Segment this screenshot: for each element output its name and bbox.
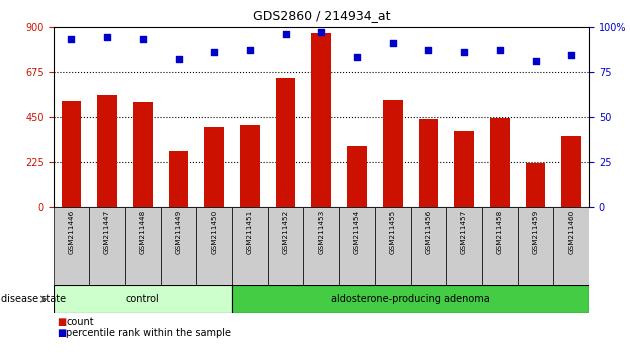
Text: GSM211451: GSM211451 xyxy=(247,210,253,254)
Text: GDS2860 / 214934_at: GDS2860 / 214934_at xyxy=(253,9,390,22)
Bar xyxy=(482,207,518,285)
Text: GSM211449: GSM211449 xyxy=(176,210,181,254)
Bar xyxy=(232,285,589,313)
Text: GSM211454: GSM211454 xyxy=(354,210,360,254)
Point xyxy=(387,40,398,46)
Bar xyxy=(62,101,81,207)
Bar xyxy=(89,207,125,285)
Point xyxy=(138,36,148,42)
Bar xyxy=(268,207,304,285)
Bar xyxy=(276,78,295,207)
Bar xyxy=(304,207,339,285)
Point xyxy=(245,47,255,53)
Bar xyxy=(311,33,331,207)
Text: control: control xyxy=(126,294,159,304)
Point xyxy=(459,49,469,55)
Text: GSM211446: GSM211446 xyxy=(69,210,74,254)
Bar xyxy=(54,207,89,285)
Text: GSM211457: GSM211457 xyxy=(461,210,467,254)
Bar xyxy=(553,207,589,285)
Text: GSM211456: GSM211456 xyxy=(425,210,432,254)
Bar xyxy=(375,207,411,285)
Bar xyxy=(204,127,224,207)
Text: GSM211448: GSM211448 xyxy=(140,210,146,254)
Bar xyxy=(197,207,232,285)
Bar xyxy=(161,207,197,285)
Bar xyxy=(490,118,510,207)
Point xyxy=(316,29,326,35)
Text: count: count xyxy=(66,317,94,327)
Bar xyxy=(125,207,161,285)
Point xyxy=(66,36,76,42)
Text: GSM211447: GSM211447 xyxy=(104,210,110,254)
Bar xyxy=(383,100,403,207)
Text: disease state: disease state xyxy=(1,294,66,304)
Point xyxy=(280,31,290,36)
Text: GSM211453: GSM211453 xyxy=(318,210,324,254)
Bar xyxy=(97,95,117,207)
Text: percentile rank within the sample: percentile rank within the sample xyxy=(66,328,231,338)
Text: ■: ■ xyxy=(57,328,66,338)
Bar xyxy=(411,207,446,285)
Bar xyxy=(454,131,474,207)
Bar xyxy=(518,207,553,285)
Point xyxy=(173,56,183,62)
Bar xyxy=(418,119,438,207)
Text: GSM211455: GSM211455 xyxy=(390,210,396,254)
Bar xyxy=(561,136,581,207)
Text: GSM211450: GSM211450 xyxy=(211,210,217,254)
Text: ■: ■ xyxy=(57,317,66,327)
Point xyxy=(352,55,362,60)
Point xyxy=(530,58,541,64)
Text: GSM211458: GSM211458 xyxy=(497,210,503,254)
Bar xyxy=(133,102,152,207)
Bar xyxy=(347,146,367,207)
Point xyxy=(209,49,219,55)
Point xyxy=(495,47,505,53)
Bar xyxy=(240,125,260,207)
Point xyxy=(102,35,112,40)
Bar xyxy=(339,207,375,285)
Point xyxy=(566,53,576,58)
Point xyxy=(423,47,433,53)
Bar xyxy=(446,207,482,285)
Text: GSM211459: GSM211459 xyxy=(532,210,539,254)
Bar xyxy=(525,163,546,207)
Text: GSM211452: GSM211452 xyxy=(283,210,289,254)
Text: aldosterone-producing adenoma: aldosterone-producing adenoma xyxy=(331,294,490,304)
Bar xyxy=(232,207,268,285)
Text: GSM211460: GSM211460 xyxy=(568,210,574,254)
Bar xyxy=(169,151,188,207)
Bar xyxy=(54,285,232,313)
